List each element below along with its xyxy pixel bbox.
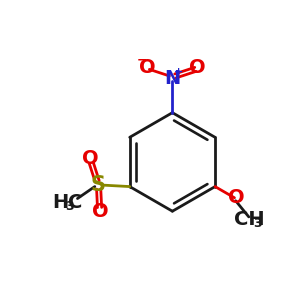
Text: −: − — [136, 54, 147, 67]
Text: C: C — [68, 193, 82, 212]
Text: O: O — [228, 188, 244, 207]
Text: 3: 3 — [254, 217, 262, 230]
Text: 3: 3 — [65, 200, 74, 213]
Text: CH: CH — [234, 210, 265, 229]
Text: +: + — [174, 67, 184, 77]
Text: O: O — [139, 58, 155, 77]
Text: S: S — [91, 175, 106, 195]
Text: H: H — [52, 193, 68, 212]
Text: O: O — [92, 202, 108, 221]
Text: O: O — [82, 149, 98, 168]
Text: $\mathregular{N}$: $\mathregular{N}$ — [164, 69, 181, 88]
Text: O: O — [190, 58, 206, 77]
